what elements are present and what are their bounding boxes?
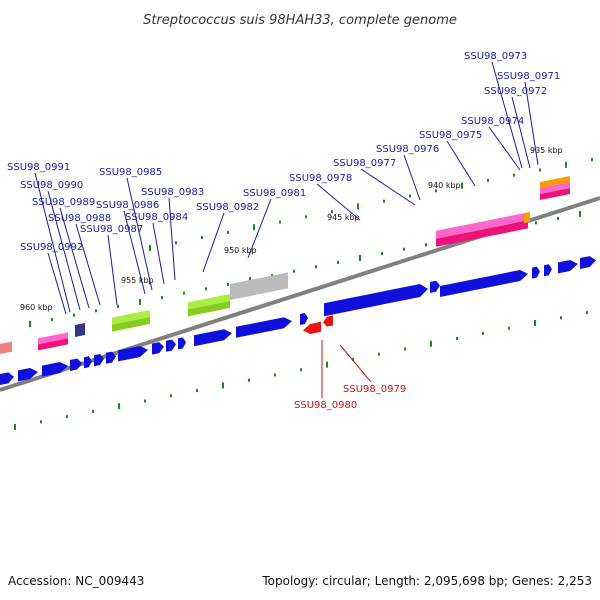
gene-label: SSU98_0982: [196, 202, 259, 213]
feature-bar: [436, 220, 528, 247]
leader-line: [511, 96, 531, 169]
gene-arrow: [0, 372, 14, 385]
genome-stats-text: Topology: circular; Length: 2,095,698 bp…: [262, 574, 592, 588]
kbp-label: 940 kbp: [428, 181, 461, 190]
gene-arrow: [152, 342, 164, 355]
leader-line: [126, 177, 153, 291]
gene-label: SSU98_0983: [141, 187, 204, 198]
gene-label: SSU98_0985: [99, 167, 162, 178]
map-title: Streptococcus suis 98HAH33, complete gen…: [143, 13, 457, 28]
gene-label: SSU98_0973: [464, 51, 527, 62]
gene-label: SSU98_0972: [484, 86, 547, 97]
gene-label: SSU98_0975: [419, 130, 482, 141]
gene-label: SSU98_0980: [294, 400, 357, 411]
leader-line: [168, 197, 176, 281]
feature-bar: [230, 272, 288, 300]
feature-bar: [38, 338, 68, 351]
leader-line: [152, 222, 165, 285]
gene-arrow: [324, 284, 428, 317]
gene-arrow: [70, 358, 82, 371]
gene-arrow: [106, 351, 116, 364]
kbp-label: 950 kbp: [224, 246, 257, 255]
gene-arrow: [580, 256, 596, 269]
feature-bar: [0, 341, 12, 354]
gene-label: SSU98_0992: [20, 242, 83, 253]
leader-line: [202, 212, 225, 273]
feature-bar: [112, 317, 150, 332]
label-leaders: [34, 61, 539, 398]
feature-bar: [540, 188, 570, 200]
gene-label: SSU98_0989: [32, 197, 95, 208]
feature-bar: [38, 332, 68, 345]
gene-label: SSU98_0988: [48, 213, 111, 224]
feature-track: [0, 176, 596, 385]
gene-arrow: [300, 313, 308, 325]
kbp-label: 955 kbp: [121, 276, 154, 285]
leader-line: [123, 210, 146, 295]
kbp-label: 935 kbp: [530, 146, 563, 155]
gene-arrow: [42, 362, 68, 377]
gene-arrow: [178, 337, 186, 350]
gene-arrow: [84, 356, 92, 369]
kbp-labels: 935 kbp 940 kbp 945 kbp 950 kbp 955 kbp 960 k…: [20, 146, 563, 312]
gene-arrow: [544, 264, 552, 277]
leader-line: [403, 154, 421, 201]
gene-label: SSU98_0991: [7, 162, 70, 173]
feature-bar: [112, 310, 150, 325]
gene-arrow: [430, 280, 440, 293]
gene-label: SSU98_0987: [80, 224, 143, 235]
gene-label: SSU98_0977: [333, 158, 396, 169]
leader-line: [360, 168, 416, 206]
feature-bar: [540, 182, 570, 194]
kbp-label: 960 kbp: [20, 303, 53, 312]
leader-line: [34, 172, 71, 313]
leader-line: [524, 81, 539, 166]
leader-line: [59, 207, 90, 309]
leader-line: [247, 198, 272, 259]
accession-text: Accession: NC_009443: [8, 574, 145, 588]
gene-label: SSU98_0971: [497, 71, 560, 82]
feature-bar: [188, 301, 230, 317]
leader-line: [491, 61, 523, 169]
feature-bar: [540, 176, 570, 188]
leader-line: [75, 223, 101, 306]
leader-line: [47, 190, 81, 311]
gene-arrow: [194, 329, 232, 347]
gene-arrow-highlight: [323, 315, 333, 327]
gene-label: SSU98_0974: [461, 116, 524, 127]
leader-line: [339, 344, 372, 383]
feature-bar: [524, 212, 530, 224]
leader-line: [316, 183, 361, 221]
leader-line: [47, 252, 67, 315]
gene-label: SSU98_0981: [243, 188, 306, 199]
gene-arrow: [118, 346, 148, 362]
gene-arrow: [440, 270, 528, 297]
feature-bar: [188, 294, 230, 310]
feature-bar: [436, 212, 528, 239]
leader-line: [107, 234, 118, 306]
gene-arrow: [532, 266, 540, 279]
gene-arrow-highlight: [303, 321, 321, 334]
gene-label: SSU98_0979: [343, 384, 406, 395]
gene-label: SSU98_0978: [289, 173, 352, 184]
leader-line: [446, 140, 476, 187]
feature-bar: [75, 323, 85, 337]
kbp-label: 945 kbp: [327, 213, 360, 222]
leader-line: [488, 126, 521, 171]
gene-label: SSU98_0976: [376, 144, 439, 155]
gene-label: SSU98_0990: [20, 180, 83, 191]
gene-arrow: [166, 339, 176, 352]
gene-arrow: [94, 354, 104, 367]
gene-arrow: [18, 368, 38, 382]
gene-label: SSU98_0984: [125, 212, 188, 223]
gene-arrow: [558, 260, 578, 274]
gene-labels: SSU98_0973 SSU98_0971 SSU98_0972 SSU98_0974…: [7, 51, 560, 411]
gene-label: SSU98_0986: [96, 200, 159, 211]
gene-arrow: [236, 317, 292, 338]
